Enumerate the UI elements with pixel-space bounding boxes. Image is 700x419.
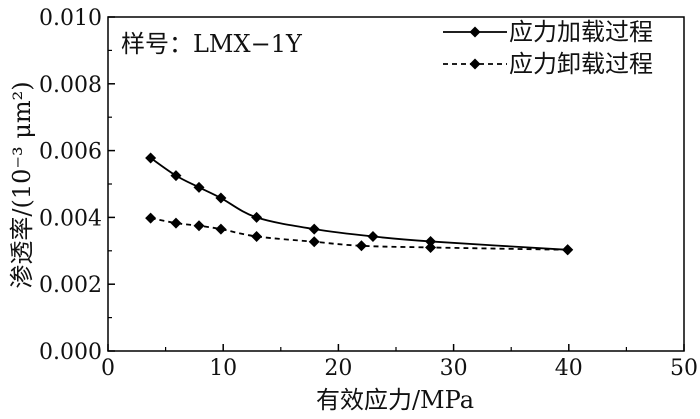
x-tick-label: 20 bbox=[324, 356, 352, 381]
data-point-loading bbox=[145, 152, 157, 164]
data-point-unloading bbox=[425, 241, 437, 253]
y-tick-label: 0.002 bbox=[39, 273, 102, 298]
data-point-unloading bbox=[170, 217, 182, 229]
x-tick-label: 40 bbox=[555, 356, 583, 381]
data-point-unloading bbox=[251, 230, 263, 242]
data-point-loading bbox=[425, 235, 437, 247]
data-point-loading bbox=[251, 211, 263, 223]
data-point-unloading bbox=[193, 220, 205, 232]
y-tick-label: 0.004 bbox=[39, 206, 102, 231]
x-axis-title: 有效应力/MPa bbox=[316, 386, 474, 414]
data-point-unloading bbox=[308, 236, 320, 248]
y-axis-title: 渗透率/(10⁻³ μm²) bbox=[8, 81, 36, 288]
data-point-loading bbox=[193, 181, 205, 193]
legend-label-unloading: 应力卸载过程 bbox=[509, 50, 653, 78]
y-tick-label: 0.010 bbox=[39, 6, 102, 31]
legend-label-loading: 应力加载过程 bbox=[509, 18, 653, 46]
x-tick-label: 50 bbox=[670, 356, 698, 381]
y-tick-label: 0.006 bbox=[39, 140, 102, 165]
x-axis-ticks: 0 10 20 30 40 50 bbox=[101, 344, 698, 381]
data-point-unloading bbox=[145, 212, 157, 224]
sample-label: 样号：LMX−1Y bbox=[121, 30, 303, 58]
data-point-unloading bbox=[355, 240, 367, 252]
x-tick-label: 10 bbox=[209, 356, 237, 381]
y-tick-label: 0.008 bbox=[39, 73, 102, 98]
y-axis-ticks: 0.000 0.002 0.004 0.006 0.008 0.010 bbox=[39, 6, 115, 365]
x-tick-label: 30 bbox=[440, 356, 468, 381]
data-point-loading bbox=[308, 223, 320, 235]
x-tick-label: 0 bbox=[101, 356, 115, 381]
data-point-loading bbox=[215, 192, 227, 204]
data-point-loading bbox=[170, 170, 182, 182]
series-line-loading bbox=[150, 157, 568, 251]
data-point-unloading bbox=[215, 223, 227, 235]
legend-marker-unloading bbox=[469, 58, 481, 70]
y-tick-label: 0.000 bbox=[39, 340, 102, 365]
legend-marker-loading bbox=[469, 26, 481, 38]
data-point-loading bbox=[367, 230, 379, 242]
series-layer bbox=[145, 152, 574, 256]
data-point-unloading bbox=[562, 244, 574, 256]
